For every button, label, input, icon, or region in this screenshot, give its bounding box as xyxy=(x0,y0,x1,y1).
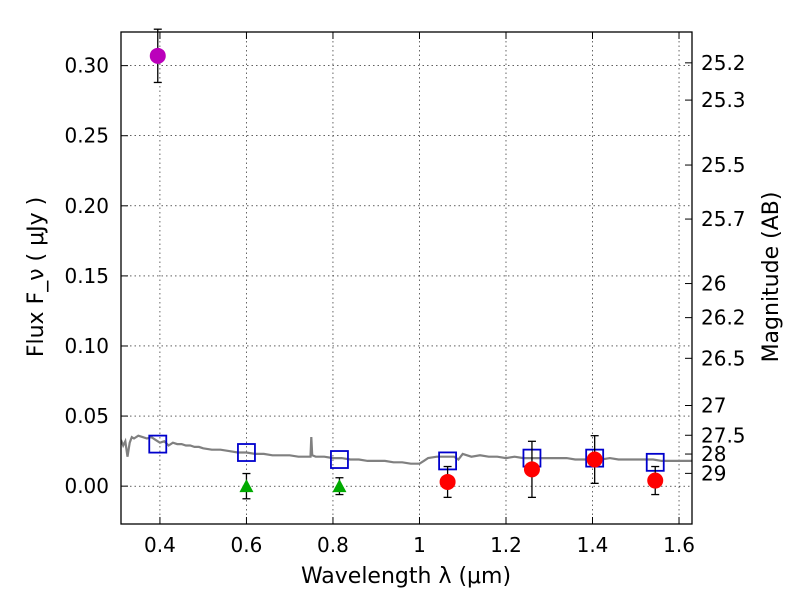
x-tick-label: 0.6 xyxy=(231,533,263,557)
mag-tick-label: 25.7 xyxy=(701,207,746,231)
mag-tick-label: 27 xyxy=(701,393,726,417)
y-tick-label: 0.00 xyxy=(64,474,109,498)
x-tick-label: 1 xyxy=(413,533,426,557)
upper-limit-marker xyxy=(239,479,254,493)
x-axis-label: Wavelength λ (μm) xyxy=(301,564,511,589)
detections-marker xyxy=(523,461,540,478)
mag-tick-label: 25.3 xyxy=(701,88,746,112)
y-tick-label: 0.05 xyxy=(64,404,109,428)
y-tick-label: 0.15 xyxy=(64,264,109,288)
mag-tick-label: 26.5 xyxy=(701,346,746,370)
model-square-marker xyxy=(237,443,256,462)
ticks: 0.4 0.6 0.8 1 1.2 1.4 1.6 0.00 0.05 0.10 0.15 0.20 0… xyxy=(64,32,746,557)
detections-marker xyxy=(439,473,456,490)
detections-marker xyxy=(586,451,603,468)
detections-marker xyxy=(647,472,664,489)
model-square-marker xyxy=(330,450,349,469)
mag-tick-label: 28 xyxy=(701,442,726,466)
y-tick-label: 0.10 xyxy=(64,334,109,358)
grid xyxy=(121,32,692,524)
x-tick-label: 1.6 xyxy=(663,533,695,557)
plot-area xyxy=(121,28,692,500)
mag-tick-label: 25.2 xyxy=(701,51,746,75)
y2-axis-label: Magnitude (AB) xyxy=(759,192,784,363)
x-tick-label: 0.8 xyxy=(317,533,349,557)
spectrum-line xyxy=(121,434,692,465)
mag-tick-label: 26.2 xyxy=(701,306,746,330)
y-tick-label: 0.30 xyxy=(64,54,109,78)
mag-tick-label: 27.5 xyxy=(701,423,746,447)
mag-tick-label: 25.5 xyxy=(701,153,746,177)
plot-frame xyxy=(120,31,693,525)
mag-tick-label: 29 xyxy=(701,461,726,485)
y-tick-label: 0.20 xyxy=(64,194,109,218)
y-tick-label: 0.25 xyxy=(64,124,109,148)
x-tick-label: 1.4 xyxy=(577,533,609,557)
y-axis-label: Flux F_ν ( μJy ) xyxy=(24,197,49,357)
uv-detection-marker xyxy=(149,47,166,64)
mag-tick-label: 26 xyxy=(701,272,726,296)
model-square-marker xyxy=(148,434,168,454)
x-tick-label: 0.4 xyxy=(144,533,176,557)
x-tick-label: 1.2 xyxy=(490,533,522,557)
upper-limit-marker xyxy=(332,479,347,493)
